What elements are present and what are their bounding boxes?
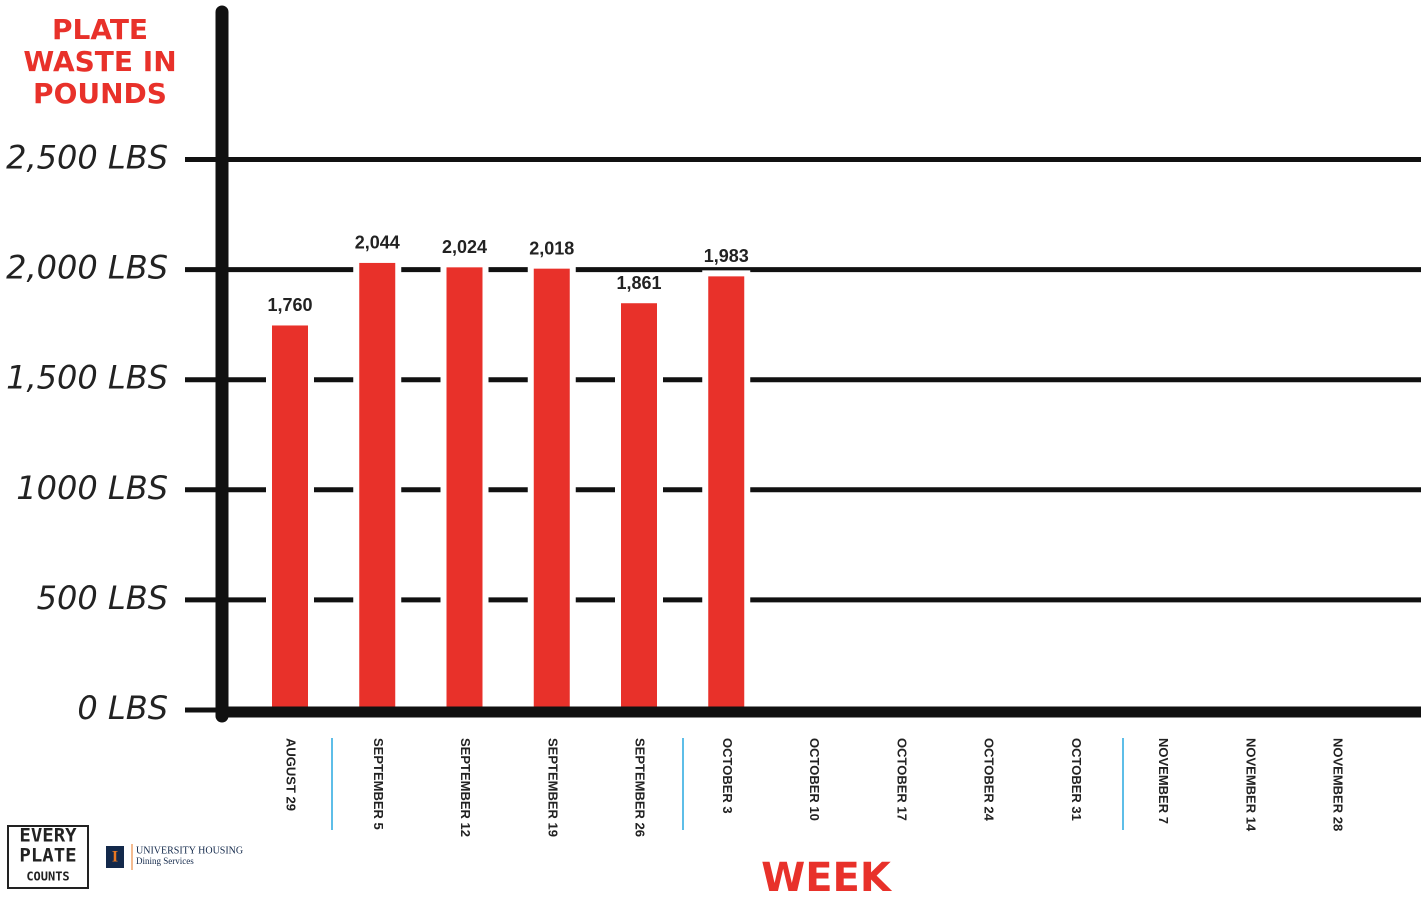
- x-tick-label: OCTOBER 24: [982, 738, 997, 822]
- x-tick-label: NOVEMBER 14: [1243, 738, 1258, 832]
- y-tick-label: 2,500 LBS: [6, 139, 168, 177]
- bar: [353, 256, 402, 713]
- x-tick-label: OCTOBER 17: [894, 738, 909, 821]
- value-label: 2,024: [442, 237, 487, 257]
- dining-text: Dining Services: [136, 856, 194, 866]
- bar: [440, 261, 489, 713]
- y-axis-title: PLATE WASTE IN POUNDS: [23, 13, 177, 110]
- y-tick-label: 1000 LBS: [16, 469, 168, 507]
- x-tick-label: SEPTEMBER 26: [633, 738, 648, 837]
- x-tick-label: SEPTEMBER 19: [545, 738, 560, 837]
- logo-text: COUNTS: [26, 870, 69, 884]
- bar: [702, 270, 751, 713]
- y-tick-label: 0 LBS: [77, 689, 168, 727]
- value-label: 2,018: [529, 238, 574, 258]
- value-label: 1,760: [267, 295, 312, 315]
- value-label: 2,044: [355, 233, 400, 253]
- x-tick-label: AUGUST 29: [284, 738, 299, 811]
- x-tick-label: OCTOBER 3: [720, 738, 735, 814]
- y-tick-label: 2,000 LBS: [6, 249, 168, 287]
- x-tick-label: SEPTEMBER 12: [458, 738, 473, 837]
- x-tick-label: SEPTEMBER 5: [371, 738, 386, 830]
- value-label: 1,861: [616, 273, 661, 293]
- bar: [615, 297, 663, 713]
- x-tick-label: NOVEMBER 7: [1156, 738, 1171, 824]
- y-tick-label: 500 LBS: [37, 579, 168, 617]
- mark-box: [106, 846, 124, 868]
- x-tick-label: OCTOBER 31: [1069, 738, 1084, 821]
- logo-text: PLATE: [19, 845, 76, 867]
- bar: [527, 262, 576, 713]
- logo-text: EVERY: [19, 825, 77, 847]
- value-label: 1,983: [704, 246, 749, 266]
- x-axis-title: WEEK: [761, 855, 893, 898]
- y-tick-label: 1,500 LBS: [6, 359, 168, 397]
- x-tick-label: OCTOBER 10: [807, 738, 822, 821]
- mark-text: I: [112, 849, 118, 866]
- brand-logo: EVERY PLATE COUNTS I UNIVERSITY HOUSING …: [7, 825, 243, 889]
- housing-text: UNIVERSITY HOUSING: [136, 845, 243, 856]
- bar: [266, 319, 314, 713]
- x-tick-label: NOVEMBER 28: [1331, 738, 1346, 831]
- logo-frame: [7, 825, 89, 889]
